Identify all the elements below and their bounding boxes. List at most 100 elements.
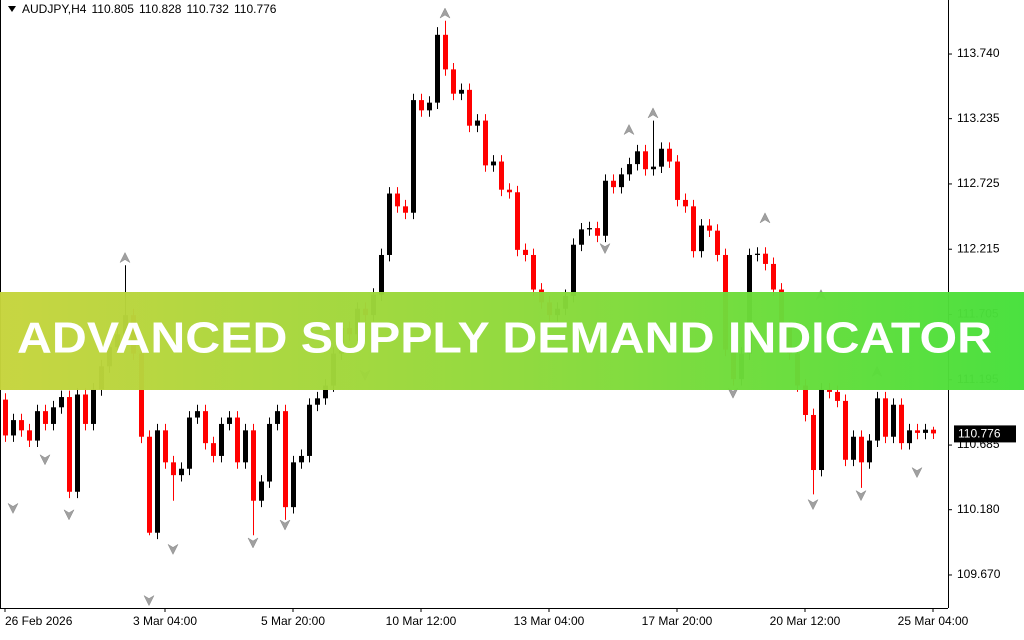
- candle-body: [179, 468, 184, 476]
- down-fractal: [807, 498, 819, 511]
- candle-body: [3, 399, 8, 436]
- x-tick-label: 3 Mar 04:00: [133, 614, 197, 628]
- candle-body: [923, 429, 928, 433]
- down-fractal: [727, 387, 739, 399]
- candle-body: [195, 411, 200, 418]
- up-fractal: [623, 123, 635, 136]
- candle-body: [907, 430, 912, 444]
- candle-body: [707, 225, 712, 231]
- candle-body: [467, 89, 472, 126]
- candle-body: [619, 174, 624, 188]
- candle-body: [171, 462, 176, 476]
- up-fractal: [439, 7, 451, 19]
- candle-body: [667, 148, 672, 162]
- last-close: 110.776: [234, 2, 277, 16]
- candle-body: [51, 407, 56, 424]
- x-tick-label: 17 Mar 20:00: [642, 614, 713, 628]
- candle-body: [635, 151, 640, 165]
- down-fractal: [279, 519, 291, 531]
- candle-body: [139, 353, 144, 437]
- candle-body: [235, 417, 240, 463]
- candle-body: [35, 411, 40, 441]
- candle-body: [323, 385, 328, 399]
- last-price-box: [954, 425, 1016, 443]
- candle-body: [523, 249, 528, 255]
- candle-body: [691, 206, 696, 252]
- candle-body: [491, 161, 496, 166]
- y-tick-label: 112.725: [957, 176, 1000, 190]
- y-tick-label: 109.670: [957, 567, 1001, 581]
- candle-body: [531, 254, 536, 290]
- candle-body: [91, 389, 96, 424]
- candle-body: [75, 394, 80, 492]
- down-fractal: [167, 543, 179, 555]
- chart-header: AUDJPY,H4 110.805 110.828 110.732 110.776: [22, 2, 277, 16]
- candle-body: [387, 193, 392, 255]
- candle-body: [19, 420, 24, 431]
- candle-body: [507, 189, 512, 193]
- candle-body: [315, 398, 320, 405]
- candle-body: [243, 430, 248, 463]
- candle-body: [499, 161, 504, 190]
- candle-body: [699, 225, 704, 252]
- candle-body: [435, 34, 440, 103]
- candle-body: [403, 206, 408, 213]
- down-fractal: [143, 594, 155, 607]
- candle-body: [595, 228, 600, 236]
- candle-body: [771, 263, 776, 290]
- candle-body: [427, 102, 432, 111]
- candle-body: [851, 436, 856, 460]
- candle-body: [611, 180, 616, 188]
- candle-body: [579, 229, 584, 245]
- candle-body: [915, 430, 920, 433]
- candle-body: [411, 100, 416, 213]
- candle-body: [419, 100, 424, 111]
- candle-body: [211, 443, 216, 456]
- banner: [0, 292, 1024, 390]
- candle-body: [715, 230, 720, 255]
- last-open: 110.805: [91, 2, 134, 16]
- candle-body: [763, 253, 768, 264]
- down-fractal: [911, 466, 923, 479]
- down-fractal: [39, 454, 51, 466]
- up-fractal: [119, 251, 131, 264]
- candle-body: [475, 120, 480, 126]
- y-tick-label: 113.740: [957, 46, 1000, 60]
- candle-body: [859, 436, 864, 463]
- last-low: 110.732: [186, 2, 229, 16]
- y-tick-label: 112.215: [957, 241, 1000, 255]
- x-tick-label: 26 Feb 2026: [5, 614, 73, 628]
- candle-body: [627, 164, 632, 175]
- candle-body: [219, 423, 224, 456]
- candle-body: [451, 69, 456, 94]
- candle-body: [307, 404, 312, 456]
- candle-body: [643, 151, 648, 170]
- down-fractal: [7, 502, 19, 514]
- x-tick-label: 13 Mar 04:00: [514, 614, 585, 628]
- candle-body: [515, 192, 520, 250]
- candle-body: [587, 228, 592, 230]
- candle-body: [827, 389, 832, 392]
- candle-body: [395, 193, 400, 207]
- candle-body: [571, 244, 576, 296]
- candle-body: [83, 394, 88, 424]
- candle-body: [899, 404, 904, 444]
- candle-body: [59, 397, 64, 408]
- candle-body: [875, 398, 880, 441]
- candle-body: [683, 199, 688, 207]
- candle-body: [835, 391, 840, 401]
- candle-body: [379, 254, 384, 295]
- candle-body: [227, 417, 232, 424]
- candle-body: [675, 161, 680, 200]
- candle-body: [251, 430, 256, 501]
- x-tick-label: 5 Mar 20:00: [261, 614, 325, 628]
- candle-body: [27, 430, 32, 441]
- candle-body: [459, 89, 464, 94]
- y-tick-label: 110.180: [957, 502, 1000, 516]
- candle-body: [819, 389, 824, 471]
- candle-body: [443, 34, 448, 70]
- candle-body: [843, 400, 848, 460]
- candle-body: [803, 385, 808, 415]
- symbol: AUDJPY,H4: [22, 2, 87, 16]
